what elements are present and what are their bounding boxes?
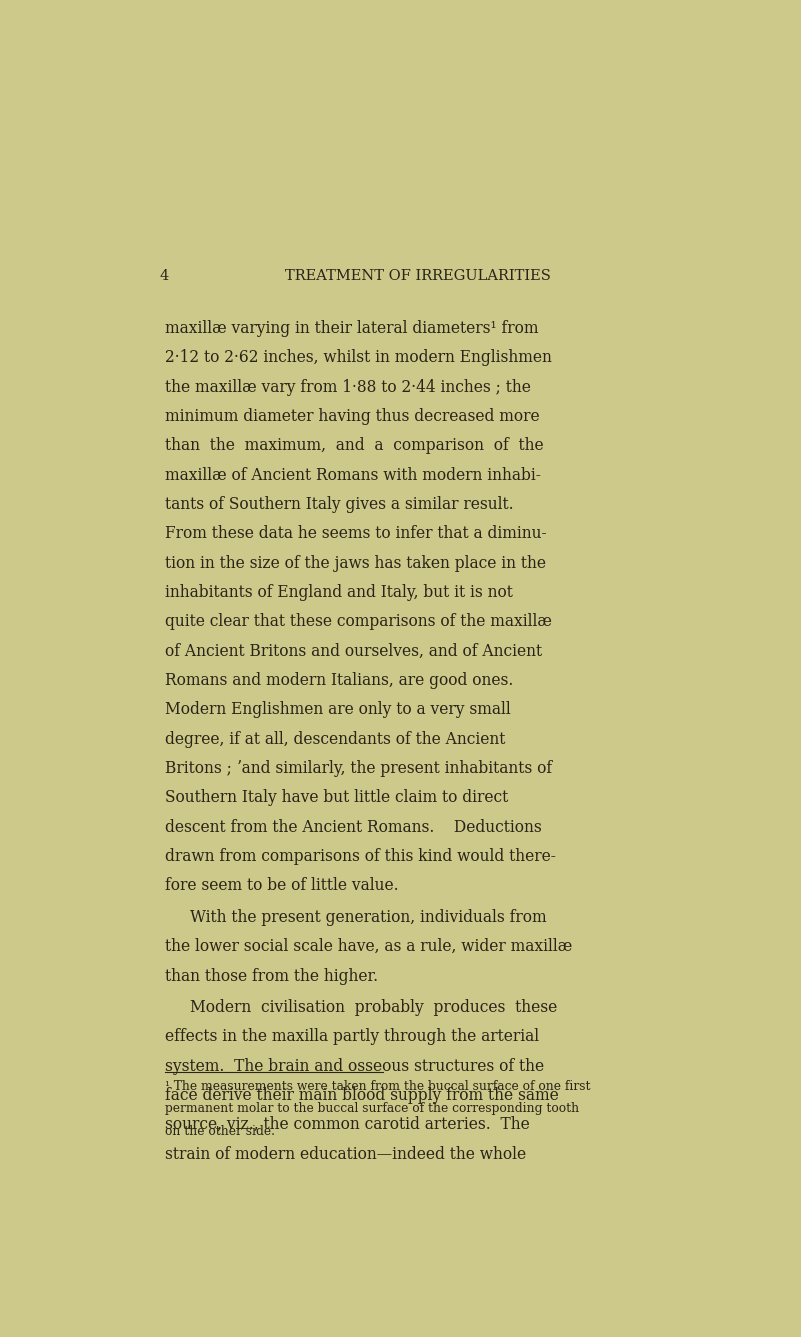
Text: maxillæ varying in their lateral diameters¹ from: maxillæ varying in their lateral diamete… bbox=[165, 320, 539, 337]
Text: From these data he seems to infer that a diminu-: From these data he seems to infer that a… bbox=[165, 525, 547, 543]
Text: maxillæ of Ancient Romans with modern inhabi-: maxillæ of Ancient Romans with modern in… bbox=[165, 467, 541, 484]
Text: Modern Englishmen are only to a very small: Modern Englishmen are only to a very sma… bbox=[165, 702, 511, 718]
Text: drawn from comparisons of this kind would there-: drawn from comparisons of this kind woul… bbox=[165, 848, 556, 865]
Text: tion in the size of the jaws has taken place in the: tion in the size of the jaws has taken p… bbox=[165, 555, 546, 572]
Text: tants of Southern Italy gives a similar result.: tants of Southern Italy gives a similar … bbox=[165, 496, 514, 513]
Text: TREATMENT OF IRREGULARITIES: TREATMENT OF IRREGULARITIES bbox=[285, 269, 551, 282]
Text: Modern  civilisation  probably  produces  these: Modern civilisation probably produces th… bbox=[190, 999, 557, 1016]
Text: quite clear that these comparisons of the maxillæ: quite clear that these comparisons of th… bbox=[165, 614, 552, 631]
Text: strain of modern education—indeed the whole: strain of modern education—indeed the wh… bbox=[165, 1146, 526, 1163]
Text: minimum diameter having thus decreased more: minimum diameter having thus decreased m… bbox=[165, 408, 540, 425]
Text: effects in the maxilla partly through the arterial: effects in the maxilla partly through th… bbox=[165, 1028, 539, 1046]
Text: ¹ The measurements were taken from the buccal surface of one first: ¹ The measurements were taken from the b… bbox=[165, 1080, 591, 1092]
Text: descent from the Ancient Romans.    Deductions: descent from the Ancient Romans. Deducti… bbox=[165, 818, 542, 836]
Text: on the other side.: on the other side. bbox=[165, 1124, 276, 1138]
Text: face derive their main blood supply from the same: face derive their main blood supply from… bbox=[165, 1087, 559, 1104]
Text: than those from the higher.: than those from the higher. bbox=[165, 968, 378, 984]
Text: With the present generation, individuals from: With the present generation, individuals… bbox=[190, 909, 547, 927]
Text: Southern Italy have but little claim to direct: Southern Italy have but little claim to … bbox=[165, 789, 509, 806]
Text: permanent molar to the buccal surface of the corresponding tooth: permanent molar to the buccal surface of… bbox=[165, 1103, 579, 1115]
Text: the lower social scale have, as a rule, wider maxillæ: the lower social scale have, as a rule, … bbox=[165, 939, 573, 955]
Text: of Ancient Britons and ourselves, and of Ancient: of Ancient Britons and ourselves, and of… bbox=[165, 643, 542, 659]
Text: system.  The brain and osseous structures of the: system. The brain and osseous structures… bbox=[165, 1058, 545, 1075]
Text: Romans and modern Italians, are good ones.: Romans and modern Italians, are good one… bbox=[165, 673, 513, 689]
Text: the maxillæ vary from 1·88 to 2·44 inches ; the: the maxillæ vary from 1·88 to 2·44 inche… bbox=[165, 378, 531, 396]
Text: 4: 4 bbox=[159, 269, 168, 282]
Text: 2·12 to 2·62 inches, whilst in modern Englishmen: 2·12 to 2·62 inches, whilst in modern En… bbox=[165, 349, 552, 366]
Text: Britons ; ʼand similarly, the present inhabitants of: Britons ; ʼand similarly, the present in… bbox=[165, 761, 553, 777]
Text: degree, if at all, descendants of the Ancient: degree, if at all, descendants of the An… bbox=[165, 731, 505, 747]
Text: inhabitants of England and Italy, but it is not: inhabitants of England and Italy, but it… bbox=[165, 584, 513, 602]
Text: source, viz., the common carotid arteries.  The: source, viz., the common carotid arterie… bbox=[165, 1116, 530, 1134]
Text: than  the  maximum,  and  a  comparison  of  the: than the maximum, and a comparison of th… bbox=[165, 437, 544, 455]
Text: fore seem to be of little value.: fore seem to be of little value. bbox=[165, 877, 399, 894]
